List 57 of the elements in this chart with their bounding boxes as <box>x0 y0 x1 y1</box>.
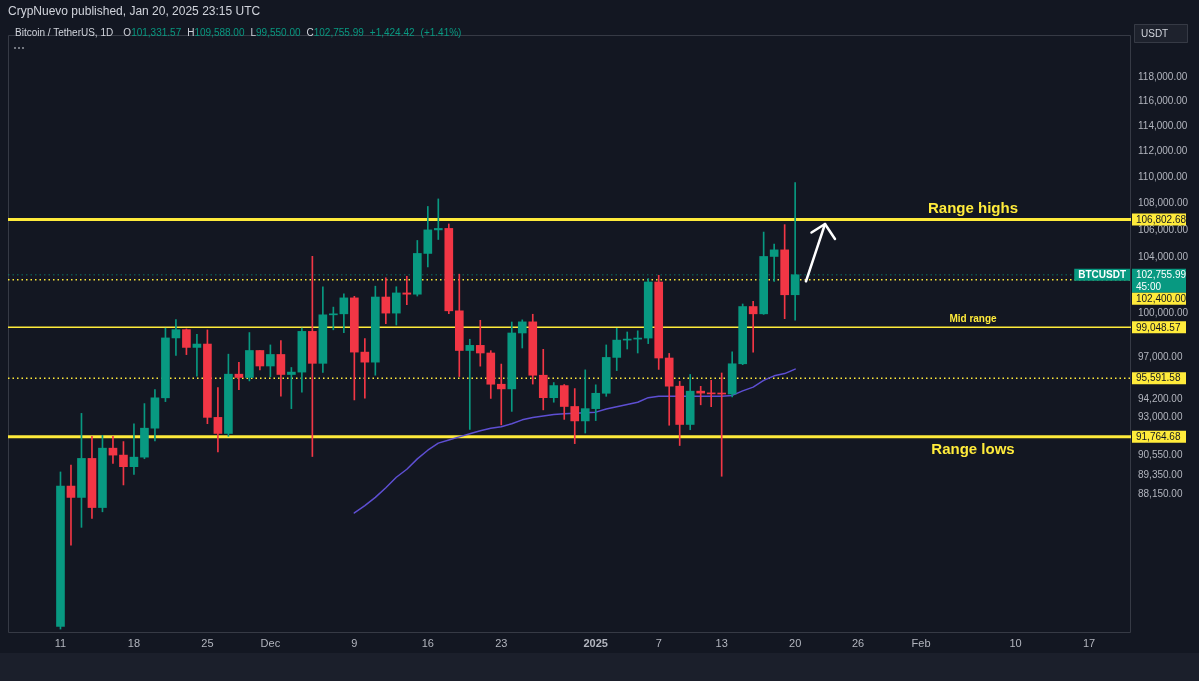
candlestick <box>475 319 485 367</box>
candlestick <box>496 363 506 426</box>
annotation: 106,802.68 <box>1136 213 1187 225</box>
candlestick <box>402 275 412 306</box>
y-axis-title: USDT <box>1141 27 1169 39</box>
candlestick <box>192 334 202 377</box>
y-tick-label: 118,000.00 <box>1138 70 1188 82</box>
x-tick-label: 16 <box>421 636 434 649</box>
y-tick-label: 90,550.00 <box>1138 449 1183 461</box>
annotation: 102,400.00 <box>1136 293 1187 305</box>
x-tick-label: 17 <box>1082 636 1096 649</box>
x-tick-label: 11 <box>54 636 67 649</box>
y-tick-label: 114,000.00 <box>1138 119 1188 131</box>
x-tick-label: 18 <box>127 636 141 649</box>
candlestick <box>234 362 244 390</box>
ref-line-label: BTCUSDT <box>1078 269 1127 281</box>
ref-line-label: Range highs <box>927 198 1019 216</box>
annotation: 95,591.58 <box>1136 372 1181 384</box>
y-tick-label: 112,000.00 <box>1138 145 1188 157</box>
y-tick-label: 89,350.00 <box>1138 468 1183 480</box>
annotation: 91,764.68 <box>1136 430 1181 442</box>
x-tick-label: 25 <box>201 636 214 649</box>
chart-title: Bitcoin / TetherUS, 1D <box>15 26 114 38</box>
ref-line-label: Mid range <box>949 313 998 325</box>
x-tick-label: 23 <box>495 636 508 649</box>
candlestick <box>433 198 443 240</box>
y-tick-label: 100,000.00 <box>1138 307 1189 319</box>
annotation: 102,755.99 <box>1136 269 1187 281</box>
y-tick-label: 106,000.00 <box>1138 224 1189 236</box>
candlestick <box>465 338 475 430</box>
y-tick-label: 93,000.00 <box>1138 411 1183 423</box>
x-tick-label: 7 <box>655 636 662 649</box>
ref-line-label: Range lows <box>931 439 1015 457</box>
candlestick <box>748 300 758 353</box>
x-tick-label: 10 <box>1009 636 1022 649</box>
candlestick <box>66 464 76 546</box>
candlestick <box>790 182 800 321</box>
y-tick-label: 94,200.00 <box>1138 392 1183 404</box>
text: CrypNuevo published, Jan 20, 2025 23:15 UTC <box>7 3 261 20</box>
x-tick-label: Feb <box>911 636 931 649</box>
x-tick-label: 20 <box>789 636 802 649</box>
x-tick-label: Dec <box>260 636 281 649</box>
y-tick-label: 110,000.00 <box>1138 171 1188 183</box>
y-tick-label: 108,000.00 <box>1138 197 1189 209</box>
y-tick-label: 104,000.00 <box>1138 251 1189 263</box>
y-tick-label: 88,150.00 <box>1138 487 1183 499</box>
x-tick-label: 13 <box>715 636 728 649</box>
candlestick <box>129 423 139 475</box>
y-tick-label: 116,000.00 <box>1138 95 1188 107</box>
text: O101,331.57 H109,588.00 L99,550.00 C102,755.99 +1,424.42 (+1.41%) <box>123 26 462 38</box>
annotation: 99,048.57 <box>1136 321 1181 333</box>
annotation: 45:00 <box>1136 281 1162 293</box>
x-tick-label: 26 <box>852 636 865 649</box>
x-tick-label: 2025 <box>583 636 608 649</box>
y-tick-label: 97,000.00 <box>1138 351 1183 363</box>
candlestick <box>171 319 181 356</box>
x-tick-label: 9 <box>351 636 358 649</box>
